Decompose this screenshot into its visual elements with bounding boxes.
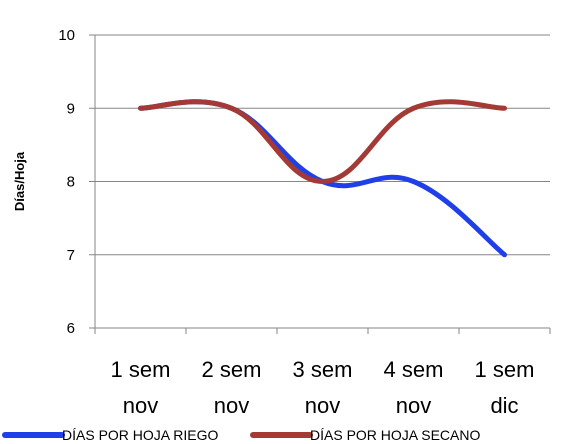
legend: DÍAS POR HOJA RIEGO DÍAS POR HOJA SECANO [2, 427, 480, 443]
x-tick-label-0-1: nov [123, 393, 158, 418]
y-tick-label-0: 6 [67, 320, 75, 337]
y-axis-label: Días/Hoja [12, 151, 27, 211]
series-line-1 [138, 99, 507, 184]
legend-label-1: DÍAS POR HOJA SECANO [310, 427, 480, 443]
x-tick-labels: 1 sem nov 2 sem nov 3 sem nov 4 sem nov 1 sem dic [111, 357, 535, 418]
x-tick-label-3-0: 4 sem [384, 357, 444, 382]
y-tick-labels: 6 7 8 9 10 [58, 27, 75, 337]
axes [89, 34, 551, 334]
series-line-0 [138, 99, 507, 258]
x-tick-label-2-0: 3 sem [293, 357, 353, 382]
x-tick-label-2-1: nov [305, 393, 340, 418]
x-tick-label-0-0: 1 sem [111, 357, 171, 382]
legend-label-0: DÍAS POR HOJA RIEGO [62, 427, 218, 443]
y-tick-label-2: 8 [67, 174, 75, 191]
x-tick-label-4-0: 1 sem [475, 357, 535, 382]
y-tick-label-3: 9 [67, 100, 75, 117]
y-tick-label-1: 7 [67, 247, 75, 264]
x-tick-label-1-0: 2 sem [202, 357, 262, 382]
x-tick-label-1-1: nov [214, 393, 249, 418]
x-tick-label-3-1: nov [396, 393, 431, 418]
y-tick-label-4: 10 [58, 27, 75, 44]
x-tick-label-4-1: dic [490, 393, 518, 418]
series-lines [138, 99, 507, 258]
